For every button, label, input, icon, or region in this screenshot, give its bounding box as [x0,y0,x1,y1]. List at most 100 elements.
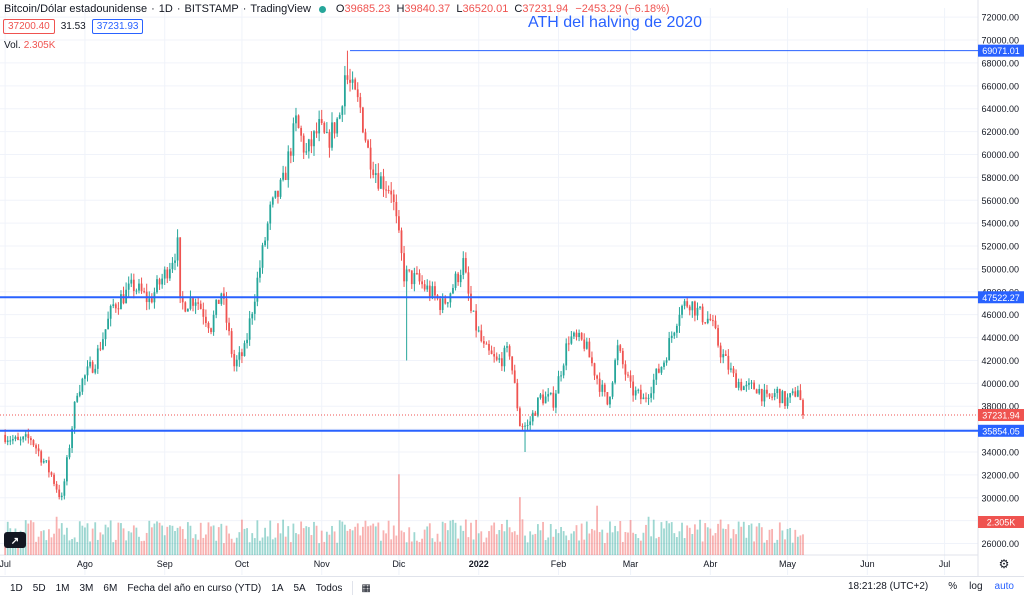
candle-body [642,397,645,400]
volume-bar [570,533,573,555]
volume-bar [186,522,189,555]
volume-bar [678,531,681,555]
y-tick-label: 56000.00 [981,196,1019,206]
candle-body [655,368,658,380]
candle-body [274,190,277,198]
candle-body [431,286,434,297]
volume-bar [73,537,76,555]
candle-body [516,382,519,409]
level-price-label: 47522.27 [982,293,1020,303]
volume-bar [256,520,259,555]
volume-bar [338,520,341,555]
volume-bar [441,521,444,555]
volume-bar [696,529,699,555]
volume-bar [47,529,50,555]
timeframe-3m[interactable]: 3M [79,582,94,594]
candle-body [307,139,310,152]
calendar-icon[interactable]: ▦ [361,582,371,594]
candle-body [578,332,580,337]
ath-annotation[interactable]: ATH del halving de 2020 [528,14,703,31]
volume-bar [315,525,318,555]
candle-body [284,172,287,180]
candle-body [423,284,426,290]
candle-body [102,339,104,350]
candle-body [179,237,182,297]
candle-body [709,318,712,321]
candle-body [166,269,169,279]
volume-bar [403,532,405,555]
candle-body [701,306,704,323]
timeframe-1m[interactable]: 1M [55,582,70,594]
candle-body [223,293,225,299]
candle-body [719,345,722,358]
candle-body [225,298,228,323]
candle-body [349,79,351,83]
interval[interactable]: 1D [158,3,173,15]
volume-bar [482,542,485,555]
candle-body [27,434,30,439]
volume-bar [346,530,349,555]
volume-bar [524,535,526,555]
candle-body [665,360,668,363]
timeframe-1d[interactable]: 1D [10,582,23,594]
percent-toggle[interactable]: % [948,581,958,592]
candle-body [591,357,593,364]
volume-bar [63,534,66,555]
volume-bar [768,529,771,555]
timeframe-1a[interactable]: 1A [271,582,284,594]
candle-body [524,425,526,427]
candle-body [372,169,375,175]
candle-body [740,381,743,391]
candle-body [691,301,694,311]
timeframe-todos[interactable]: Todos [315,582,343,594]
volume-bar [506,519,508,555]
timeframe-6m[interactable]: 6M [103,582,118,594]
volume-bar [763,542,766,555]
symbol-name[interactable]: Bitcoin/Dólar estadounidense [4,3,148,15]
buy-price-button[interactable]: 37231.93 [91,19,144,34]
volume-bar [549,524,552,555]
candle-body [24,434,27,437]
candle-body [328,132,331,148]
volume-bar [413,532,416,555]
volume-bar [325,531,328,555]
sell-price-button[interactable]: 37200.40 [3,19,55,34]
volume-bar [53,533,55,555]
candle-body [135,290,138,292]
settings-gear-icon[interactable]: ⚙ [999,557,1010,571]
timeframe-5d[interactable]: 5D [32,582,46,594]
candle-body [403,253,405,282]
y-tick-label: 70000.00 [981,36,1019,46]
candle-body [763,389,766,402]
volume-bar [470,522,472,555]
auto-toggle[interactable]: auto [994,581,1014,592]
timeframe-ytd[interactable]: Fecha del año en curso (YTD) [127,582,262,594]
volume-bar [619,521,622,555]
candle-body [493,354,496,357]
last-volume-tag [978,516,1024,528]
volume-bar [333,531,336,555]
x-tick-label: Ago [77,559,93,569]
candle-body [122,294,125,304]
volume-bar [796,536,799,555]
volume-bar [282,519,285,555]
candle-body [686,301,689,307]
candle-body [117,308,120,310]
candle-body [364,132,367,141]
volume-bar [601,529,604,555]
candle-body [470,293,472,311]
volume-bar [318,543,321,555]
candlestick-chart[interactable]: 26000.0028000.0030000.0032000.0034000.00… [0,0,1024,576]
volume-bar [423,529,426,555]
volume-bar [4,542,7,555]
candle-body [367,140,369,148]
ohlc-values: O39685.23 H39840.37 L36520.01 C37231.94 … [335,3,670,15]
log-toggle[interactable]: log [969,581,983,592]
candle-body [593,363,596,376]
candle-body [717,328,719,346]
volume-bar [593,530,596,555]
candle-body [786,397,789,407]
timeframe-5a[interactable]: 5A [293,582,306,594]
clock[interactable]: 18:21:28 (UTC+2) [847,581,929,592]
candle-body [696,307,699,316]
